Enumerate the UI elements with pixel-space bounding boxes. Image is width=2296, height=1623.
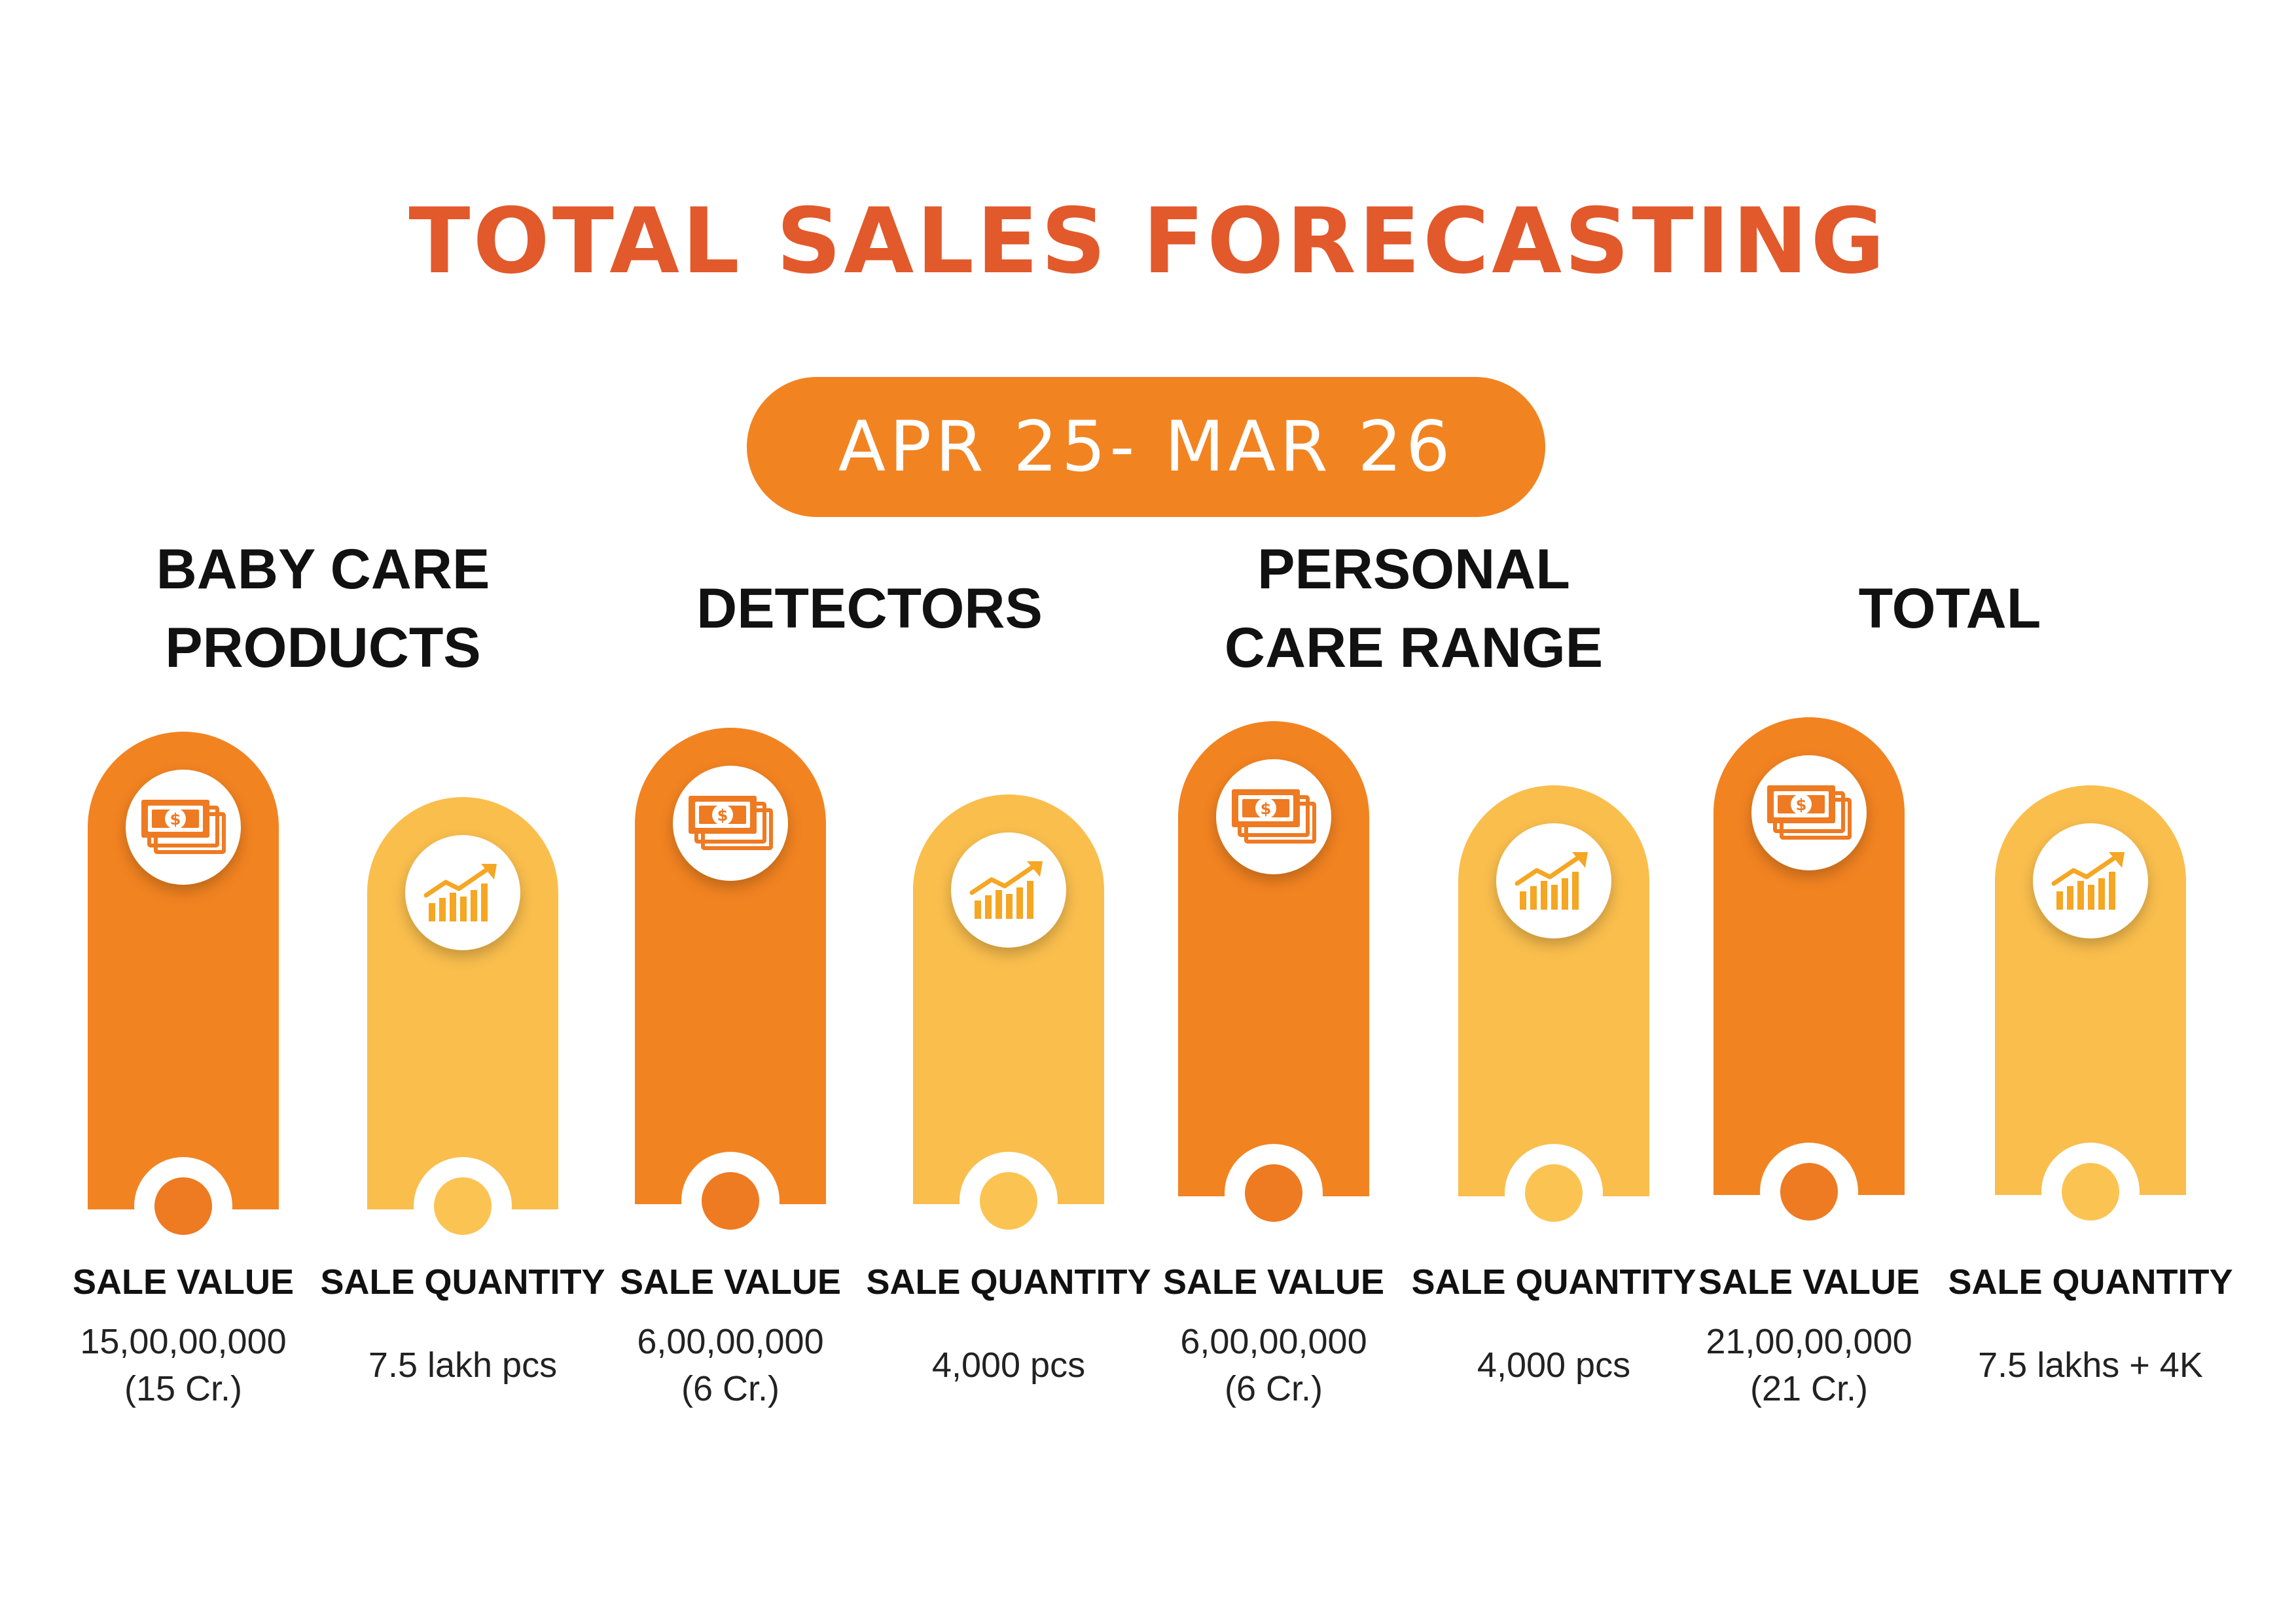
svg-text:$: $ [1796, 796, 1807, 814]
category-title: PRODUCTS [165, 616, 481, 679]
quantity-amount: 4,000 pcs [1477, 1346, 1631, 1385]
marker-dot [434, 1177, 492, 1235]
quantity-amount: 4,000 pcs [931, 1346, 1086, 1385]
marker-dot [154, 1177, 212, 1235]
marker-dot [2062, 1163, 2119, 1221]
bar-base-marker [681, 1152, 780, 1250]
bar-base-marker [960, 1152, 1058, 1250]
category-title: CARE RANGE [1224, 616, 1604, 679]
money-stack-icon: $ [1751, 755, 1867, 870]
quantity-label: SALE QUANTITY [320, 1262, 605, 1302]
money-stack-icon: $ [126, 770, 241, 885]
period-badge: APR 25- MAR 26 [747, 377, 1545, 517]
bar-base-marker [2041, 1143, 2140, 1241]
quantity-label: SALE QUANTITY [1411, 1262, 1696, 1302]
svg-text:$: $ [717, 806, 728, 825]
money-stack-icon: $ [1216, 759, 1331, 874]
value-label: SALE VALUE [1698, 1262, 1920, 1302]
bar-base-marker [1760, 1143, 1858, 1241]
value-label: SALE VALUE [72, 1262, 295, 1302]
quantity-label: SALE QUANTITY [866, 1262, 1151, 1302]
value-amount: 21,00,00,000 (21 Cr.) [1706, 1322, 1912, 1408]
bar-base-marker [1225, 1144, 1323, 1242]
quantity-amount: 7.5 lakhs + 4K [1978, 1346, 2203, 1385]
value-label: SALE VALUE [1162, 1262, 1385, 1302]
svg-text:$: $ [170, 810, 181, 829]
bar-base-marker [414, 1157, 512, 1255]
money-stack-icon: $ [673, 766, 788, 881]
category-title: DETECTORS [696, 577, 1043, 640]
marker-dot [980, 1172, 1037, 1230]
bar-base-marker [1505, 1144, 1603, 1242]
marker-dot [702, 1172, 759, 1230]
quantity-label: SALE QUANTITY [1948, 1262, 2233, 1302]
quantity-amount: 7.5 lakh pcs [368, 1346, 558, 1385]
growth-chart-icon [405, 835, 520, 950]
growth-chart-icon [1496, 823, 1611, 938]
value-amount: 15,00,00,000 (15 Cr.) [80, 1322, 287, 1408]
growth-chart-icon [951, 832, 1066, 948]
value-amount: 6,00,00,000 (6 Cr.) [637, 1322, 824, 1408]
bar-base-marker [134, 1157, 232, 1255]
marker-dot [1780, 1163, 1838, 1221]
category-title: TOTAL [1858, 577, 2041, 640]
growth-chart-icon [2033, 823, 2148, 938]
marker-dot [1245, 1164, 1302, 1222]
value-label: SALE VALUE [619, 1262, 842, 1302]
page-title: TOTAL SALES FORECASTING [408, 188, 1888, 294]
period-label: APR 25- MAR 26 [838, 406, 1454, 487]
value-amount: 6,00,00,000 (6 Cr.) [1180, 1322, 1367, 1408]
svg-text:$: $ [1261, 800, 1272, 818]
category-title: PERSONAL [1257, 538, 1570, 601]
marker-dot [1525, 1164, 1583, 1222]
category-title: BABY CARE [156, 538, 490, 601]
